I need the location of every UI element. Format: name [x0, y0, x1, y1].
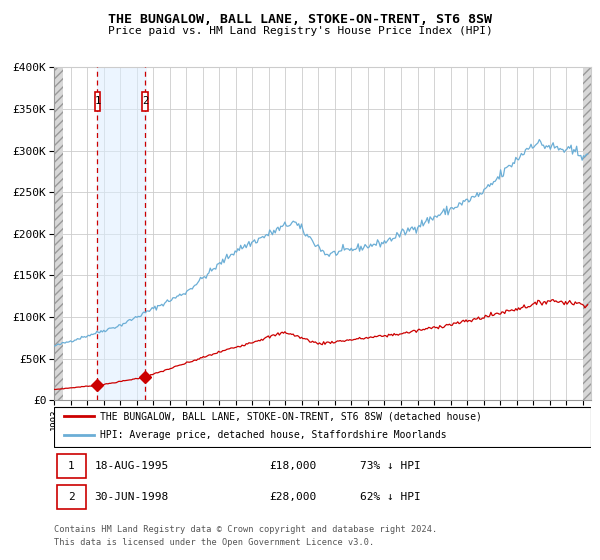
Text: 18-AUG-1995: 18-AUG-1995	[94, 461, 169, 471]
Bar	[97, 67, 146, 400]
Text: £18,000: £18,000	[269, 461, 316, 471]
FancyBboxPatch shape	[95, 92, 100, 111]
Text: This data is licensed under the Open Government Licence v3.0.: This data is licensed under the Open Gov…	[54, 538, 374, 547]
Text: 73% ↓ HPI: 73% ↓ HPI	[360, 461, 421, 471]
Text: 62% ↓ HPI: 62% ↓ HPI	[360, 492, 421, 502]
FancyBboxPatch shape	[56, 485, 86, 509]
Text: 1: 1	[94, 96, 100, 106]
FancyBboxPatch shape	[142, 92, 148, 111]
Text: £28,000: £28,000	[269, 492, 316, 502]
Text: 1: 1	[68, 461, 75, 471]
FancyBboxPatch shape	[56, 454, 86, 478]
Text: THE BUNGALOW, BALL LANE, STOKE-ON-TRENT, ST6 8SW: THE BUNGALOW, BALL LANE, STOKE-ON-TRENT,…	[108, 13, 492, 26]
Bar	[54, 67, 63, 400]
Text: HPI: Average price, detached house, Staffordshire Moorlands: HPI: Average price, detached house, Staf…	[100, 431, 446, 440]
Text: 2: 2	[68, 492, 75, 502]
Text: 30-JUN-1998: 30-JUN-1998	[94, 492, 169, 502]
Text: THE BUNGALOW, BALL LANE, STOKE-ON-TRENT, ST6 8SW (detached house): THE BUNGALOW, BALL LANE, STOKE-ON-TRENT,…	[100, 411, 482, 421]
Text: Price paid vs. HM Land Registry's House Price Index (HPI): Price paid vs. HM Land Registry's House …	[107, 26, 493, 36]
FancyBboxPatch shape	[54, 407, 591, 447]
Text: 2: 2	[142, 96, 148, 106]
Bar	[583, 67, 591, 400]
Text: Contains HM Land Registry data © Crown copyright and database right 2024.: Contains HM Land Registry data © Crown c…	[54, 525, 437, 534]
